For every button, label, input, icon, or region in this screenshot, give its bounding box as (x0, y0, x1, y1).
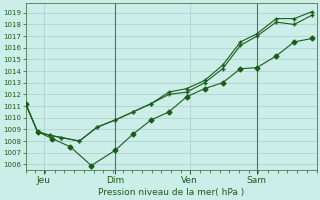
X-axis label: Pression niveau de la mer( hPa ): Pression niveau de la mer( hPa ) (98, 188, 244, 197)
